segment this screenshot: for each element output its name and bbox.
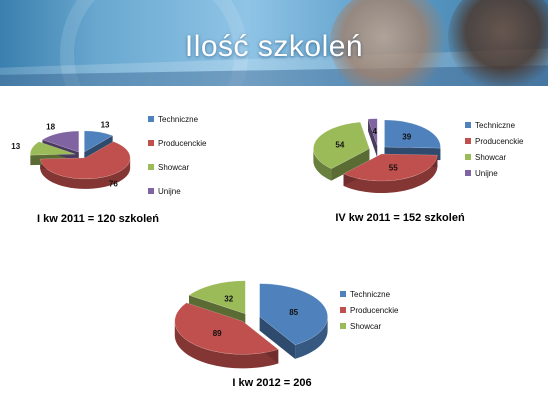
data-label-showcar: 13 [11, 142, 20, 151]
legend-label-showcar: Showcar [475, 153, 506, 162]
pie-slice-side-producenckie [343, 155, 438, 194]
data-label-unijne: 4 [372, 127, 377, 136]
legend-label-producenckie: Producenckie [158, 139, 207, 148]
chart-title: I kw 2011 = 120 szkoleń [37, 213, 159, 225]
pie-chart-1: 13 76 13 18 Techniczne Producenckie Showcar Uni… [11, 115, 207, 225]
pie-slice-producenckie [342, 153, 438, 182]
pie-slice-producenckie [39, 141, 131, 180]
data-label-techniczne: 85 [289, 308, 298, 317]
banner-photo-person [448, 0, 548, 86]
legend-swatch-producenckie [465, 138, 471, 144]
data-label-producenckie: 89 [213, 329, 222, 338]
legend-label-producenckie: Producenckie [350, 306, 399, 315]
pie-slice-cut-techniczne [259, 316, 296, 359]
data-label-producenckie: 76 [109, 180, 118, 189]
chart-title: I kw 2012 = 206 [232, 377, 311, 389]
legend-swatch-showcar [340, 323, 346, 329]
banner-photo-person [330, 0, 450, 86]
legend-swatch-showcar [465, 154, 471, 160]
legend-swatch-unijne [148, 188, 154, 194]
pie-chart-2: 39 55 54 4 Techniczne Producenckie Showcar Unij… [313, 118, 524, 224]
data-label-producenckie: 55 [389, 164, 398, 173]
pie-slice-showcar [313, 121, 370, 169]
legend-swatch-unijne [465, 170, 471, 176]
legend-label-showcar: Showcar [158, 163, 189, 172]
legend-swatch-techniczne [340, 291, 346, 297]
legend-label-techniczne: Techniczne [350, 290, 391, 299]
legend-label-unijne: Unijne [475, 169, 498, 178]
data-label-techniczne: 39 [402, 133, 411, 142]
legend-swatch-techniczne [148, 116, 154, 122]
pie-chart-3: 85 89 32 Techniczne Producenckie Showcar I kw … [174, 280, 399, 389]
legend-swatch-producenckie [148, 140, 154, 146]
pie-slice-side-producenckie [40, 158, 131, 189]
legend-swatch-producenckie [340, 307, 346, 313]
pie-slice-showcar [30, 141, 76, 156]
slide-title: Ilość szkoleń [184, 30, 364, 63]
pie-slice-side-showcar [313, 148, 332, 181]
legend-label-techniczne: Techniczne [475, 121, 516, 130]
data-label-showcar: 54 [335, 141, 344, 150]
legend-swatch-techniczne [465, 122, 471, 128]
title-banner: Ilość szkoleń [0, 0, 548, 86]
data-label-unijne: 18 [46, 122, 55, 131]
pie-slice-techniczne [259, 283, 328, 346]
pie-slice-unijne [41, 130, 80, 153]
pie-slice-techniczne [384, 119, 441, 149]
pie-slice-cut-showcar [331, 148, 370, 181]
legend-label-showcar: Showcar [350, 322, 381, 331]
pie-slice-techniczne [84, 130, 114, 153]
legend-label-unijne: Unijne [158, 187, 181, 196]
pie-slice-showcar [188, 280, 246, 315]
data-label-techniczne: 13 [101, 121, 110, 130]
pie-slice-side-techniczne [295, 316, 328, 359]
chart-title: IV kw 2011 = 152 szkoleń [335, 212, 465, 224]
pie-slice-side-producenckie [174, 321, 279, 369]
legend-label-producenckie: Producenckie [475, 137, 524, 146]
pie-slice-unijne [367, 118, 378, 146]
pie-slice-producenckie [174, 302, 279, 355]
pie-slice-cut-unijne [368, 119, 378, 158]
data-label-showcar: 32 [224, 295, 233, 304]
legend-label-techniczne: Techniczne [158, 115, 199, 124]
legend-swatch-showcar [148, 164, 154, 170]
